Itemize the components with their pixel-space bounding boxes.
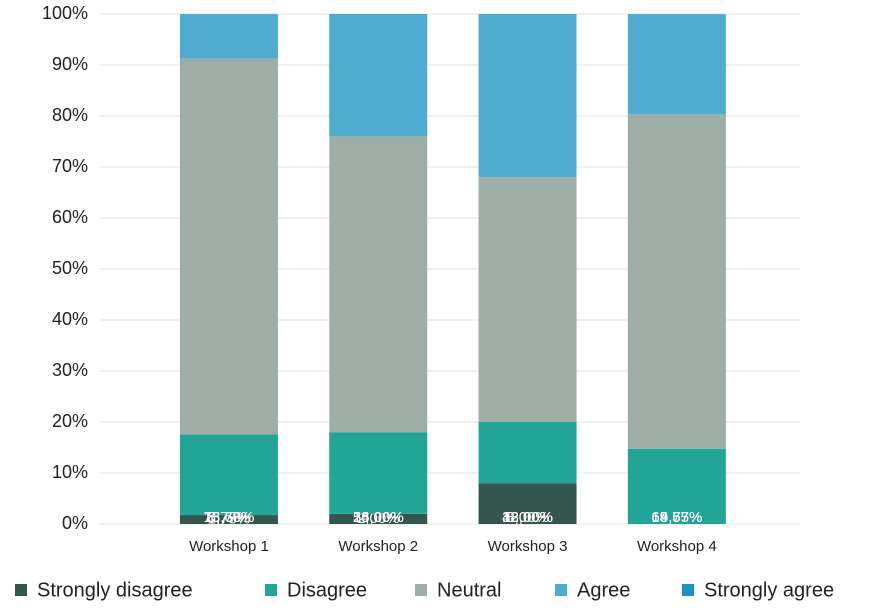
bar-segment: [179, 434, 278, 516]
bar-segment: [329, 432, 428, 514]
data-label: 19,67%: [651, 509, 702, 526]
bar-segment: [478, 177, 577, 422]
legend-swatch: [682, 584, 694, 596]
data-label: 24,00%: [353, 509, 404, 526]
data-label: 58,00%: [353, 509, 404, 526]
legend-swatch: [555, 584, 567, 596]
y-tick-label: 100%: [42, 3, 88, 23]
legend-label: Strongly disagree: [37, 579, 193, 601]
data-label: 14,75%: [651, 509, 702, 526]
data-label: 15,79%: [204, 509, 255, 526]
bar-segment: [478, 422, 577, 484]
y-tick-label: 40%: [52, 309, 88, 329]
data-label: 32,00%: [502, 509, 553, 526]
bar-segment: [478, 14, 577, 178]
legend-swatch: [415, 584, 427, 596]
bar-segment: [627, 448, 726, 524]
bar-segment: [179, 515, 278, 524]
bar-segment: [478, 483, 577, 524]
x-tick-label: Workshop 3: [488, 538, 568, 555]
bar-segment: [329, 513, 428, 524]
bar-segment: [329, 136, 428, 433]
y-tick-label: 0%: [62, 513, 88, 533]
legend-swatch: [15, 584, 27, 596]
y-tick-label: 60%: [52, 207, 88, 227]
data-label: 8,77%: [208, 509, 251, 526]
bar-segment: [179, 14, 278, 59]
y-tick-label: 50%: [52, 258, 88, 278]
data-label: 65,57%: [651, 509, 702, 526]
data-label: 2,00%: [357, 510, 400, 527]
y-tick-label: 80%: [52, 105, 88, 125]
bar-segment: [627, 114, 726, 449]
data-label: 48,00%: [502, 509, 553, 526]
legend-swatch: [265, 584, 277, 596]
legend-label: Strongly agree: [704, 579, 834, 601]
data-label: 73,68%: [204, 509, 255, 526]
data-label: 8,00%: [506, 509, 549, 526]
data-label: 16,00%: [353, 509, 404, 526]
legend-label: Agree: [577, 579, 630, 601]
x-tick-label: Workshop 1: [189, 538, 269, 555]
x-tick-label: Workshop 4: [637, 538, 717, 555]
legend-label: Disagree: [287, 579, 367, 601]
legend-label: Neutral: [437, 579, 501, 601]
y-tick-label: 20%: [52, 411, 88, 431]
bar-segment: [627, 14, 726, 115]
y-tick-label: 90%: [52, 54, 88, 74]
y-tick-label: 10%: [52, 462, 88, 482]
data-label: 12,00%: [502, 509, 553, 526]
y-tick-label: 70%: [52, 156, 88, 176]
bar-segment: [179, 58, 278, 435]
x-tick-label: Workshop 2: [338, 538, 418, 555]
y-tick-label: 30%: [52, 360, 88, 380]
bar-segment: [329, 14, 428, 137]
